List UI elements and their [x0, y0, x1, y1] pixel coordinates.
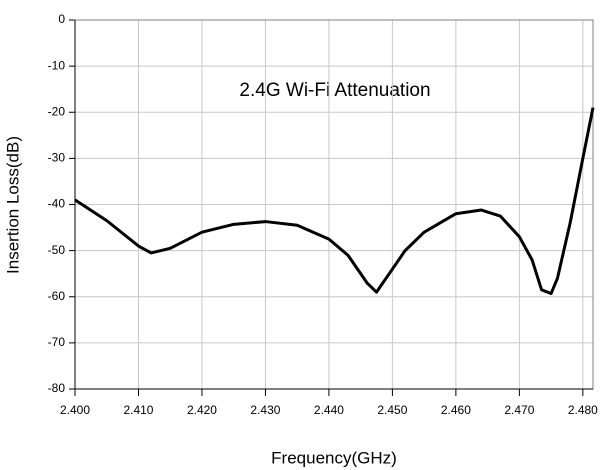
x-tick-label: 2.400	[60, 403, 90, 417]
y-axis-label: Insertion Loss(dB)	[3, 136, 22, 274]
y-tick-label: -30	[48, 151, 66, 165]
x-tick-label: 2.460	[441, 403, 471, 417]
x-tick-label: 2.420	[187, 403, 217, 417]
x-tick-label: 2.450	[377, 403, 407, 417]
x-tick-label: 2.470	[504, 403, 534, 417]
x-tick-label: 2.480	[568, 403, 598, 417]
y-tick-label: -50	[48, 243, 66, 257]
y-tick-label: -80	[48, 381, 66, 395]
y-tick-label: -70	[48, 335, 66, 349]
x-axis-label: Frequency(GHz)	[271, 448, 397, 467]
data-line	[74, 107, 595, 296]
y-tick-label: -60	[48, 289, 66, 303]
y-tick-label: -10	[48, 58, 66, 72]
y-tick-label: -40	[48, 197, 66, 211]
x-tick-label: 2.430	[250, 403, 280, 417]
y-tick-label: 0	[58, 12, 65, 26]
x-tick-label: 2.440	[314, 403, 344, 417]
x-tick-label: 2.410	[123, 403, 153, 417]
y-tick-label: -20	[48, 104, 66, 118]
chart-title: 2.4G Wi-Fi Attenuation	[239, 80, 430, 101]
